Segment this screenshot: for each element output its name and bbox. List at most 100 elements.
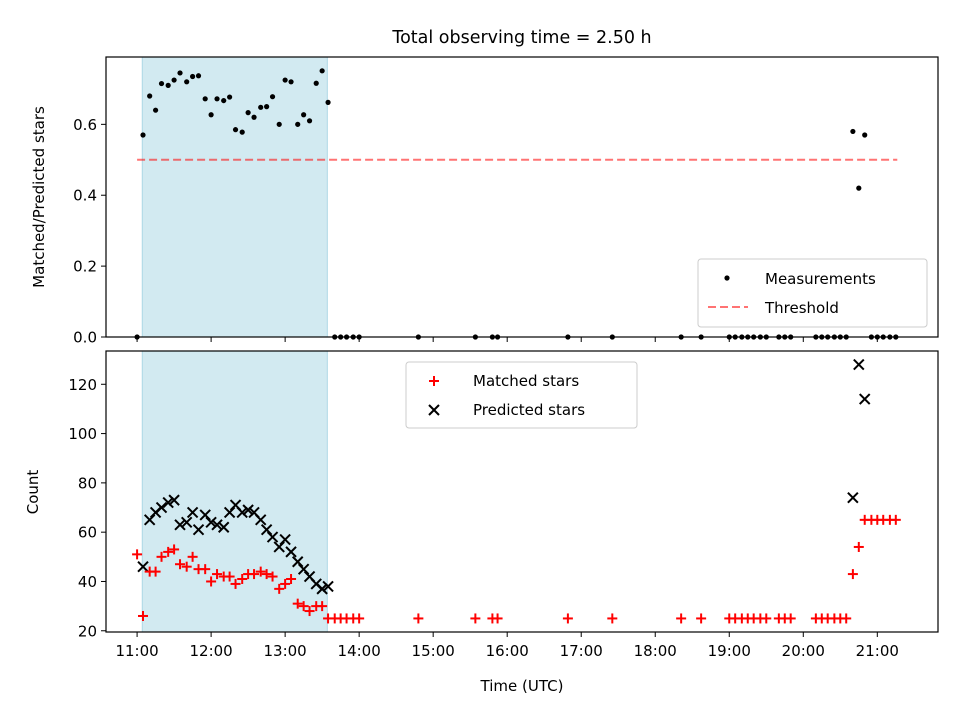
legend-measurements-marker bbox=[724, 275, 730, 281]
predicted-point bbox=[266, 531, 279, 543]
measurement-point bbox=[306, 118, 313, 124]
matched-point bbox=[163, 546, 174, 557]
predicted-point bbox=[322, 580, 334, 593]
predicted-point-b bbox=[180, 516, 193, 529]
measurement-point bbox=[319, 68, 325, 74]
predicted-point-b bbox=[229, 499, 242, 511]
predicted-point-b bbox=[285, 546, 297, 558]
bottom-axes-frame bbox=[105, 350, 939, 633]
matched-point bbox=[224, 571, 235, 582]
top-y-tick-label: 0.2 bbox=[73, 258, 97, 276]
top-panel: 0.0 0.2 0.4 0.6 Matched/Predicted stars Mea… bbox=[30, 56, 939, 347]
bottom-y-tick-label: 20 bbox=[78, 622, 97, 640]
matched-point bbox=[696, 613, 707, 624]
measurement-point bbox=[158, 80, 165, 87]
predicted-point bbox=[285, 546, 297, 558]
measurement-point bbox=[269, 94, 276, 100]
matched-point bbox=[298, 601, 309, 612]
predicted-point-b bbox=[279, 533, 291, 546]
measurement-point bbox=[862, 132, 868, 138]
matched-point bbox=[562, 613, 573, 624]
predicted-point bbox=[847, 491, 859, 504]
predicted-point-b bbox=[273, 541, 285, 553]
matched-point bbox=[212, 569, 223, 580]
predicted-point bbox=[162, 496, 174, 509]
predicted-point-b bbox=[310, 578, 322, 590]
bottom-y-axis-label: Count bbox=[24, 470, 42, 515]
bottom-y-tick-label: 100 bbox=[68, 425, 97, 443]
predicted-point bbox=[292, 556, 304, 568]
legend-threshold-label: Threshold bbox=[764, 299, 839, 317]
top-y-tick-label: 0.0 bbox=[73, 329, 97, 347]
matched-point bbox=[249, 569, 260, 580]
predicted-point-b bbox=[322, 580, 334, 593]
x-tick-label: 14:00 bbox=[338, 642, 381, 660]
measurement-point bbox=[227, 94, 233, 100]
matched-point bbox=[280, 578, 291, 589]
matched-point bbox=[175, 559, 186, 570]
predicted-point-b bbox=[316, 583, 328, 595]
matched-point bbox=[785, 613, 796, 624]
matched-point bbox=[255, 566, 266, 577]
top-y-tick-label: 0.6 bbox=[73, 116, 97, 134]
matched-point bbox=[261, 569, 272, 580]
predicted-point-b bbox=[254, 514, 267, 526]
predicted-point bbox=[205, 516, 217, 529]
predicted-point-b bbox=[143, 514, 156, 526]
matched-point bbox=[413, 613, 424, 624]
predicted-point bbox=[186, 506, 199, 519]
legend-predicted-label: Predicted stars bbox=[473, 401, 585, 419]
predicted-point bbox=[143, 514, 156, 526]
measurement-point bbox=[171, 77, 177, 83]
predicted-point-b bbox=[297, 563, 310, 575]
predicted-point-b bbox=[199, 509, 211, 521]
predicted-point bbox=[297, 563, 310, 575]
measurement-point bbox=[245, 110, 251, 116]
predicted-point bbox=[242, 504, 254, 516]
measurement-point bbox=[184, 79, 190, 85]
measurement-point bbox=[147, 93, 153, 99]
predicted-point bbox=[192, 523, 205, 536]
x-tick-label: 11:00 bbox=[115, 642, 158, 660]
legend-predicted-marker bbox=[428, 404, 440, 416]
measurement-point bbox=[282, 77, 288, 83]
matched-point bbox=[200, 564, 211, 575]
top-y-tick-label: 0.4 bbox=[73, 187, 97, 205]
matched-point bbox=[169, 544, 180, 555]
predicted-point-b bbox=[168, 494, 180, 506]
measurement-point bbox=[301, 112, 307, 118]
measurement-point bbox=[258, 104, 264, 110]
bottom-legend: Matched stars Predicted stars bbox=[405, 361, 638, 429]
predicted-point-b bbox=[242, 504, 254, 516]
matched-point bbox=[470, 613, 481, 624]
matched-point bbox=[354, 613, 365, 624]
x-tick-label: 18:00 bbox=[634, 642, 677, 660]
matched-point bbox=[676, 613, 687, 624]
measurement-point bbox=[152, 107, 159, 113]
predicted-point-b bbox=[853, 358, 865, 371]
predicted-point bbox=[859, 393, 871, 405]
legend-measurements-label: Measurements bbox=[765, 270, 876, 288]
top-axes-frame bbox=[105, 56, 939, 338]
predicted-point-b bbox=[859, 393, 871, 405]
legend-matched-label: Matched stars bbox=[473, 372, 579, 390]
predicted-point-b bbox=[211, 519, 223, 531]
predicted-point-b bbox=[137, 560, 149, 573]
predicted-point bbox=[174, 519, 186, 531]
measurement-point bbox=[195, 73, 202, 79]
matched-point bbox=[890, 514, 901, 525]
matched-point bbox=[230, 578, 241, 589]
measurement-point bbox=[251, 114, 257, 120]
bottom-y-tick-label: 60 bbox=[78, 524, 97, 542]
matched-point bbox=[181, 561, 192, 572]
predicted-point-b bbox=[205, 516, 217, 529]
matched-point bbox=[206, 576, 217, 587]
predicted-point bbox=[254, 514, 267, 526]
x-tick-label: 16:00 bbox=[486, 642, 529, 660]
observing-window-bottom bbox=[141, 350, 328, 633]
predicted-point-b bbox=[292, 556, 304, 568]
matched-point bbox=[138, 610, 149, 621]
measurement-point bbox=[264, 104, 270, 110]
x-axis-label: Time (UTC) bbox=[480, 677, 564, 695]
